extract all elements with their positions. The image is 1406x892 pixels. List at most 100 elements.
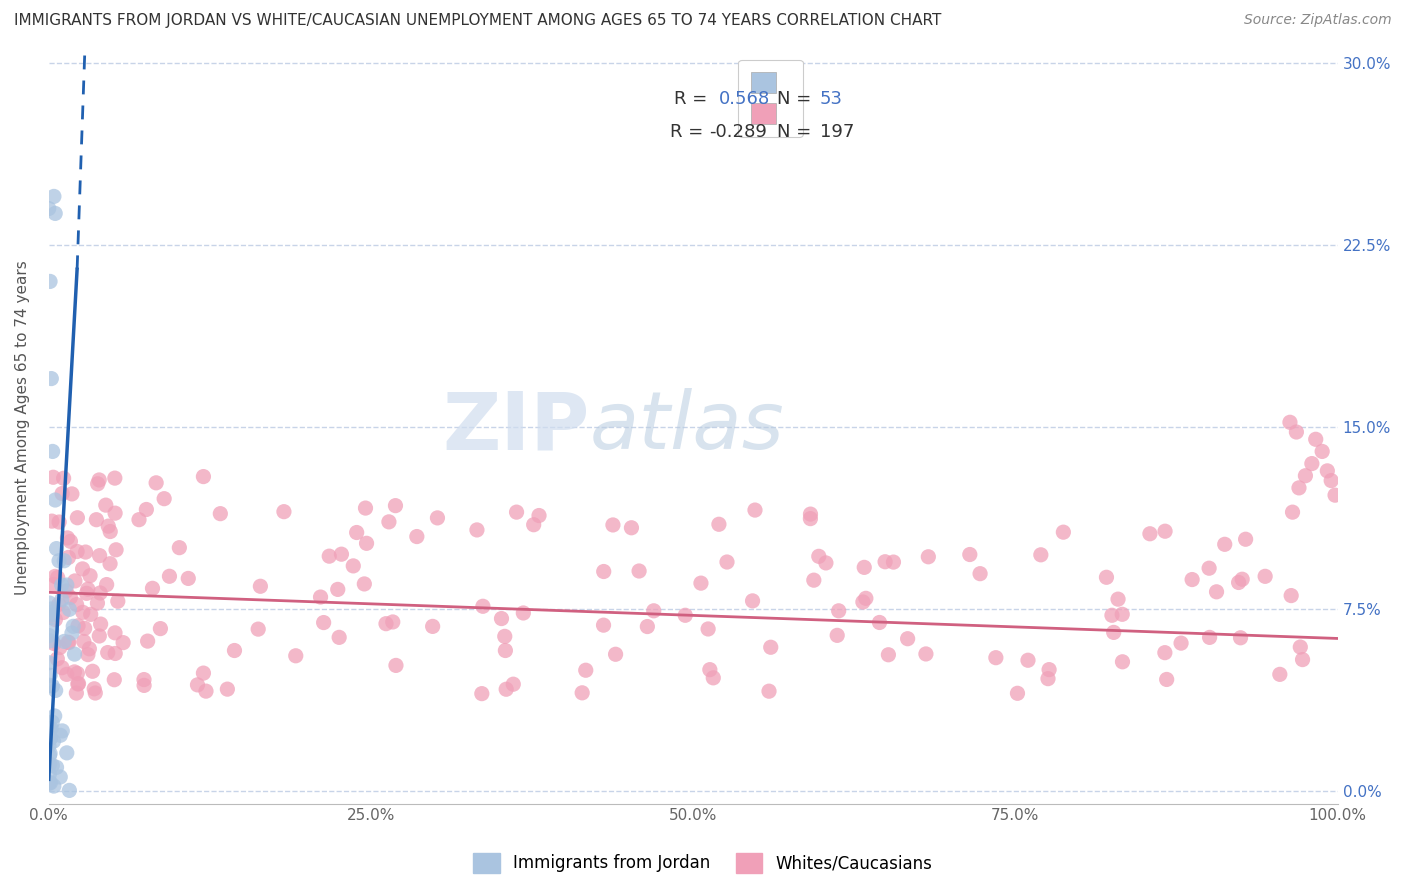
Point [77,648,100,662]
Point [97,519,120,533]
Point [969,566,991,581]
Point [1036,672,1059,686]
Point [1227,575,1250,590]
Point [56,578,79,592]
Point [312,615,335,630]
Point [502,677,524,691]
Point [45,541,67,556]
Point [1095,570,1118,584]
Point [1234,533,1257,547]
Point [1111,607,1133,622]
Point [97,646,120,660]
Point [38,757,60,772]
Point [799,511,821,525]
Point [49,770,72,784]
Point [426,511,449,525]
Point [491,611,513,625]
Point [82,665,104,679]
Point [1102,625,1125,640]
Point [145,475,167,490]
Point [39,633,62,648]
Text: R =: R = [671,123,709,141]
Point [41,371,63,385]
Point [42,577,65,591]
Text: 53: 53 [820,90,842,108]
Point [342,558,364,573]
Point [52,606,75,620]
Text: 0.568: 0.568 [718,90,770,108]
Point [38,722,60,736]
Point [1198,631,1220,645]
Point [89,629,111,643]
Text: N =: N = [778,90,817,108]
Point [58,550,80,565]
Point [346,525,368,540]
Point [523,517,546,532]
Point [378,515,401,529]
Point [89,473,111,487]
Point [1154,524,1177,539]
Text: Source: ZipAtlas.com: Source: ZipAtlas.com [1244,13,1392,28]
Point [38,596,60,610]
Point [128,513,150,527]
Point [52,471,75,485]
Point [807,549,830,564]
Text: 197: 197 [820,123,853,141]
Point [193,469,215,483]
Point [159,569,181,583]
Point [96,577,118,591]
Point [104,625,127,640]
Point [41,758,63,772]
Point [673,608,696,623]
Text: R =: R = [673,90,713,108]
Point [141,582,163,596]
Point [571,686,593,700]
Point [984,650,1007,665]
Point [494,629,516,643]
Point [83,681,105,696]
Point [41,602,63,616]
Point [66,666,89,681]
Point [42,636,65,650]
Point [76,586,98,600]
Point [53,634,76,648]
Point [217,682,239,697]
Point [89,549,111,563]
Point [58,783,80,797]
Point [318,549,340,564]
Point [1281,505,1303,519]
Point [247,622,270,636]
Point [1278,415,1301,429]
Point [63,574,86,588]
Point [72,605,94,619]
Text: N =: N = [778,123,817,141]
Point [38,202,60,216]
Point [494,643,516,657]
Point [605,647,627,661]
Point [135,502,157,516]
Point [330,547,353,561]
Point [73,621,96,635]
Point [1205,584,1227,599]
Point [44,206,66,220]
Point [1268,667,1291,681]
Point [249,579,271,593]
Point [38,767,60,781]
Point [76,582,98,597]
Point [39,610,62,624]
Point [80,607,103,622]
Point [65,598,87,612]
Point [104,647,127,661]
Point [636,619,658,633]
Point [1007,686,1029,700]
Point [63,647,86,661]
Legend: , : , [738,60,803,136]
Point [1230,572,1253,586]
Point [48,598,70,612]
Point [38,748,60,763]
Point [707,517,730,532]
Point [42,189,65,203]
Point [42,734,65,748]
Point [1291,652,1313,666]
Point [284,648,307,663]
